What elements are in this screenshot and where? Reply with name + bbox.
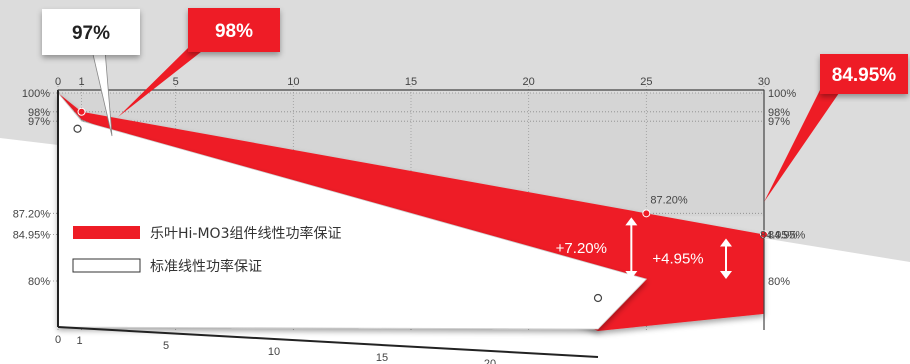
legend-swatch-standard bbox=[72, 258, 141, 273]
top-x-tick-label: 10 bbox=[287, 76, 299, 88]
left-y-tick-label: 97% bbox=[28, 116, 50, 128]
legend-label-standard: 标准线性功率保证 bbox=[150, 258, 262, 275]
point-label: 84.95% bbox=[760, 229, 798, 241]
left-y-tick-label: 84.95% bbox=[13, 229, 51, 241]
right-y-tick-label: 84.95% bbox=[768, 229, 806, 241]
callout-box-98 bbox=[188, 8, 280, 52]
callout-label-98: 98% bbox=[215, 21, 253, 42]
arrow-head bbox=[625, 271, 638, 279]
callout-pointer bbox=[118, 48, 206, 117]
left-y-tick-label: 80% bbox=[28, 276, 50, 288]
bottom-x-tick-label: 5 bbox=[163, 340, 169, 352]
callout-box-8495 bbox=[820, 54, 908, 94]
right-y-tick-label: 97% bbox=[768, 116, 790, 128]
difference-label: +7.20% bbox=[556, 240, 607, 257]
callout-box-97 bbox=[42, 9, 140, 55]
arrow-head bbox=[720, 238, 732, 247]
arrow-head bbox=[720, 271, 732, 279]
data-point-himo3 bbox=[642, 209, 651, 218]
left-y-tick-label: 100% bbox=[22, 88, 50, 100]
data-point-himo3 bbox=[77, 107, 86, 116]
legend-swatch-himo3 bbox=[73, 226, 140, 239]
right-y-tick-label: 100% bbox=[768, 88, 796, 100]
bottom-axis-line bbox=[57, 326, 599, 358]
top-x-tick-label: 1 bbox=[78, 76, 84, 88]
data-point-himo3 bbox=[760, 230, 768, 239]
top-x-tick-label: 25 bbox=[640, 76, 652, 88]
right-y-tick-label: 98% bbox=[768, 107, 790, 119]
bottom-x-tick-label: 0 bbox=[55, 334, 61, 346]
data-point-standard bbox=[593, 293, 603, 303]
callout-pointer bbox=[764, 80, 848, 202]
top-x-tick-label: 15 bbox=[405, 76, 417, 88]
legend-label-himo3: 乐叶Hi-MO3组件线性功率保证 bbox=[150, 225, 341, 242]
bottom-x-tick-label: 15 bbox=[376, 352, 388, 364]
bottom-x-tick-label: 10 bbox=[268, 346, 280, 358]
bottom-x-tick-label: 20 bbox=[484, 358, 496, 364]
right-y-tick-label: 80% bbox=[768, 276, 790, 288]
top-x-tick-label: 5 bbox=[173, 76, 179, 88]
top-x-tick-label: 20 bbox=[523, 76, 535, 88]
left-y-tick-label: 87.20% bbox=[13, 208, 51, 220]
point-label: 87.20% bbox=[650, 194, 688, 206]
callout-label-97: 97% bbox=[72, 23, 110, 44]
difference-label: +4.95% bbox=[652, 251, 703, 268]
arrow-head bbox=[625, 217, 638, 226]
top-x-tick-label: 0 bbox=[55, 76, 61, 88]
bottom-x-tick-label: 1 bbox=[77, 335, 83, 347]
top-x-tick-label: 30 bbox=[758, 76, 770, 88]
left-y-tick-label: 98% bbox=[28, 107, 50, 119]
callout-label-8495: 84.95% bbox=[832, 65, 897, 86]
data-point-standard bbox=[73, 124, 82, 133]
